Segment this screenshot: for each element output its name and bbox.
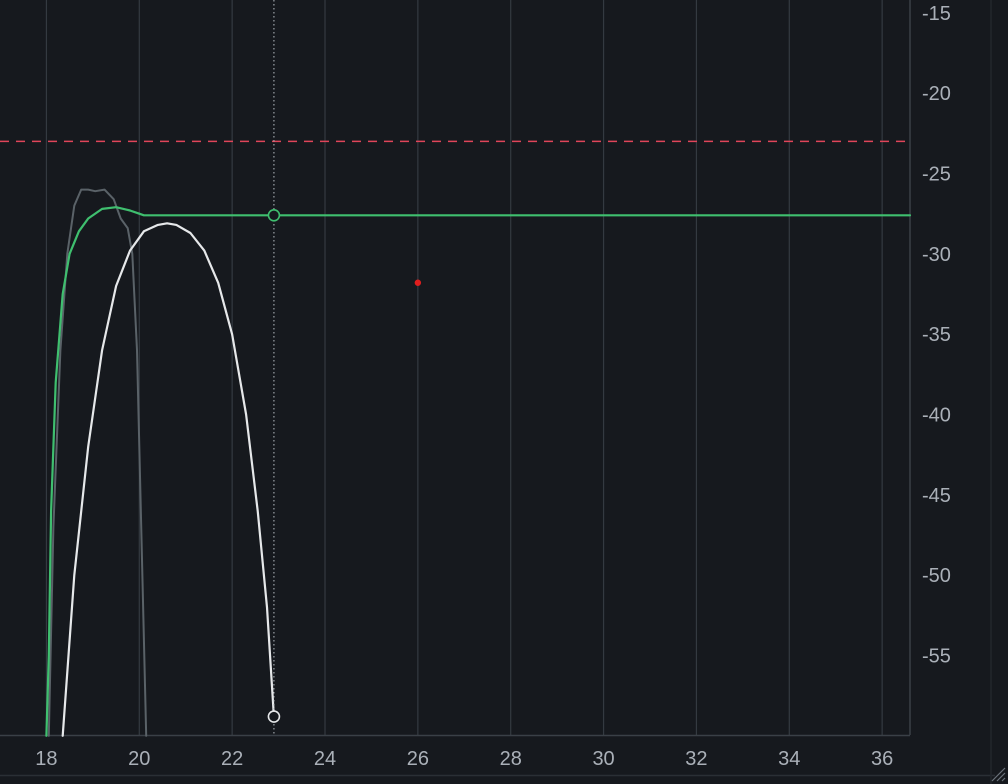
x-tick-label: 18 — [35, 748, 57, 770]
x-tick-label: 22 — [221, 748, 243, 770]
series-line-2 — [45, 206, 912, 737]
y-tick-label: -20 — [922, 83, 951, 105]
x-tick-label: 32 — [685, 748, 707, 770]
x-tick-label: 26 — [407, 748, 429, 770]
tick-labels: 18 20 22 24 26 28 30 32 34 36 -15 -20 -25 -30 -35 -40 -4… — [35, 3, 951, 770]
series-lines — [45, 188, 912, 737]
chart-overlays — [0, 0, 910, 735]
x-tick-label: 30 — [592, 748, 614, 770]
series-line-1 — [47, 188, 148, 737]
x-tick-label: 20 — [128, 748, 150, 770]
y-tick-label: -55 — [922, 645, 951, 667]
y-tick-label: -30 — [922, 244, 951, 266]
y-tick-label: -40 — [922, 404, 951, 426]
y-tick-label: -45 — [922, 485, 951, 507]
x-tick-label: 24 — [314, 748, 336, 770]
resize-grip-icon[interactable] — [990, 766, 1006, 782]
cursor-marker-2[interactable] — [267, 710, 281, 723]
red-dot-marker — [414, 279, 422, 286]
y-tick-label: -15 — [922, 3, 951, 25]
x-tick-label: 28 — [500, 748, 522, 770]
y-tick-label: -35 — [922, 324, 951, 346]
y-tick-label: -50 — [922, 565, 951, 587]
cursor-marker-1[interactable] — [267, 208, 281, 222]
x-tick-label: 34 — [778, 748, 800, 770]
plot-background — [0, 0, 910, 735]
y-tick-label: -25 — [922, 164, 951, 186]
series-line-3 — [61, 222, 275, 737]
x-tick-label: 36 — [871, 748, 893, 770]
